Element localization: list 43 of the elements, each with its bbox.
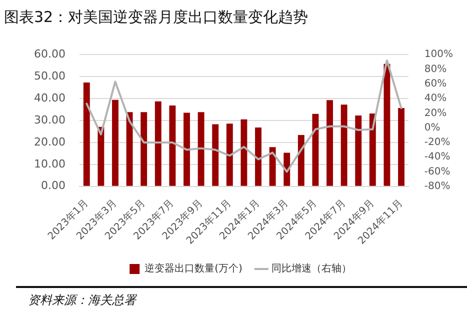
y2-tick-label: -60% (424, 166, 450, 178)
bar (255, 128, 262, 186)
y-tick-label: 40.00 (34, 91, 66, 104)
bar (340, 104, 348, 186)
bar (98, 126, 104, 186)
bar (198, 112, 204, 186)
y-tick-label: 10.00 (34, 157, 66, 170)
legend-label: 同比增速（右轴） (271, 262, 352, 275)
bar (184, 112, 190, 186)
bar (398, 108, 404, 186)
y2-tick-label: 60% (424, 78, 447, 90)
bar (355, 115, 362, 186)
y2-tick-label: 20% (424, 108, 447, 119)
y2-tick-label: 80% (424, 64, 447, 75)
bar (226, 124, 233, 186)
bar (240, 119, 248, 186)
bar (140, 112, 148, 186)
bar (384, 64, 390, 186)
chart-title: 图表32：对美国逆变器月度出口数量变化趋势 (4, 8, 308, 27)
y2-tick-label: 0% (424, 122, 440, 134)
y-tick-label: 50.00 (34, 69, 66, 82)
bar (83, 82, 90, 186)
bar (126, 112, 133, 186)
y-tick-label: 60.00 (34, 47, 66, 60)
legend-label: 逆变器出口数量(万个) (144, 262, 242, 275)
bar (212, 124, 219, 186)
text: 资料来源：海关总署 (28, 292, 136, 309)
y2-tick-label: 40% (424, 93, 447, 104)
bar (369, 113, 376, 186)
y2-tick-label: -20% (424, 137, 450, 148)
bar (154, 101, 162, 186)
bar (312, 114, 319, 186)
bar (326, 100, 333, 186)
y-tick-label: 0.00 (40, 179, 66, 192)
y2-tick-label: -80% (424, 180, 450, 192)
y-tick-label: 30.00 (34, 113, 66, 126)
y2-tick-label: 100% (424, 49, 454, 60)
y2-tick-label: -40% (424, 152, 450, 163)
bar (298, 134, 304, 186)
bar (169, 106, 176, 186)
y-tick-label: 20.00 (34, 135, 66, 148)
bar (269, 147, 276, 186)
bar (112, 100, 118, 186)
